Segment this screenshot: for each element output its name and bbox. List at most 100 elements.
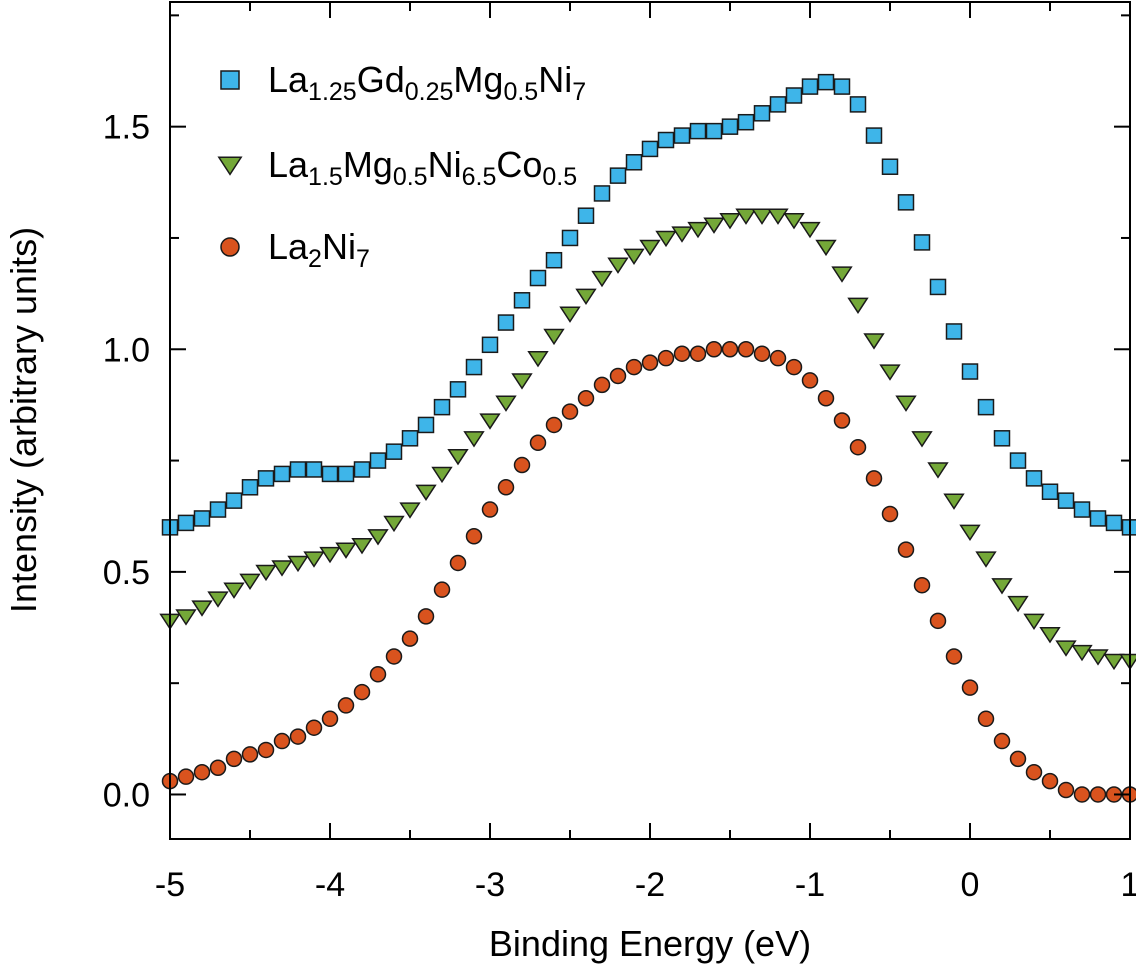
data-point (239, 573, 261, 590)
data-point (927, 462, 949, 479)
legend-subscript: 0.5 (503, 78, 538, 106)
data-point (705, 341, 723, 358)
data-point (447, 448, 469, 466)
legend-text: La (268, 144, 309, 185)
data-point (257, 470, 275, 487)
data-point (769, 96, 787, 113)
data-point (1009, 452, 1027, 469)
data-point (817, 389, 835, 407)
data-point (865, 470, 883, 487)
data-point (977, 398, 995, 416)
data-point (881, 505, 899, 523)
legend-subscript: 0.5 (542, 163, 577, 191)
data-point (1025, 470, 1043, 487)
data-point (1025, 763, 1043, 781)
legend-subscript: 1.25 (308, 78, 357, 106)
data-point (1089, 786, 1107, 803)
data-point (817, 73, 835, 91)
data-point (545, 416, 563, 434)
legend-subscript: 2 (308, 245, 322, 273)
legend-marker (217, 156, 243, 176)
legend-entry: La1.5Mg0.5Ni6.5Co0.5 (268, 144, 577, 191)
data-point (977, 710, 995, 728)
data-point (497, 314, 515, 331)
data-point (785, 358, 803, 376)
data-point (351, 537, 373, 555)
series-1 (161, 73, 1136, 536)
x-tick-label: 0 (961, 866, 980, 904)
data-point (753, 345, 771, 362)
data-point (559, 306, 581, 323)
legend-marker (220, 70, 240, 90)
x-tick-label: -1 (795, 866, 825, 904)
legend-subscript: 1.5 (308, 163, 343, 191)
data-point (1103, 653, 1125, 671)
data-point (1055, 640, 1077, 657)
data-point (1057, 492, 1075, 509)
y-tick-label: 0.0 (103, 776, 150, 814)
data-point (751, 208, 773, 225)
data-point (815, 239, 837, 257)
data-point (385, 443, 403, 460)
data-point (401, 630, 419, 647)
data-point (449, 554, 467, 572)
data-point (897, 194, 915, 211)
data-point (929, 278, 947, 296)
data-point (897, 541, 915, 558)
data-point (769, 349, 787, 367)
data-point (801, 372, 819, 389)
data-point (1073, 501, 1091, 518)
legend-subscript: 7 (572, 78, 586, 106)
data-point (609, 367, 627, 385)
legend: La1.25Gd0.25Mg0.5Ni7La1.5Mg0.5Ni6.5Co0.5… (217, 59, 586, 273)
data-point (975, 551, 997, 568)
legend-text: Co (496, 144, 542, 185)
legend-text: La (268, 226, 309, 267)
data-point (959, 524, 981, 542)
data-point (1057, 781, 1075, 799)
data-point (513, 456, 531, 474)
data-point (529, 434, 547, 452)
data-point (879, 364, 901, 381)
data-point (721, 118, 739, 135)
data-point (1039, 627, 1061, 644)
data-point (369, 666, 387, 683)
data-point (577, 207, 595, 224)
data-point (207, 591, 229, 608)
data-point (735, 208, 757, 225)
data-point (785, 87, 803, 104)
data-point (689, 122, 707, 140)
data-point (641, 140, 659, 158)
data-point (671, 226, 693, 243)
data-point (961, 363, 979, 380)
data-point (241, 746, 259, 763)
x-tick-label: 1 (1121, 866, 1136, 904)
data-point (657, 131, 675, 149)
data-point (417, 416, 435, 434)
data-point (481, 336, 499, 354)
data-point (737, 341, 755, 358)
y-tick-label: 0.5 (103, 554, 150, 592)
data-point (783, 212, 805, 230)
data-point (543, 328, 565, 346)
data-point (575, 288, 597, 306)
series-3 (161, 341, 1136, 803)
data-point (529, 269, 547, 287)
data-point (657, 349, 675, 367)
data-point (417, 608, 435, 625)
data-point (591, 270, 613, 288)
data-point (399, 502, 421, 519)
x-tick-label: -4 (315, 866, 345, 904)
data-point (561, 403, 579, 420)
data-point (465, 358, 483, 376)
data-point (1119, 653, 1136, 671)
data-point (273, 732, 291, 750)
data-point (1089, 510, 1107, 527)
data-point (305, 461, 323, 478)
data-point (433, 398, 451, 416)
data-point (321, 465, 339, 483)
data-point (753, 105, 771, 122)
data-point (655, 230, 677, 248)
data-point (767, 208, 789, 225)
